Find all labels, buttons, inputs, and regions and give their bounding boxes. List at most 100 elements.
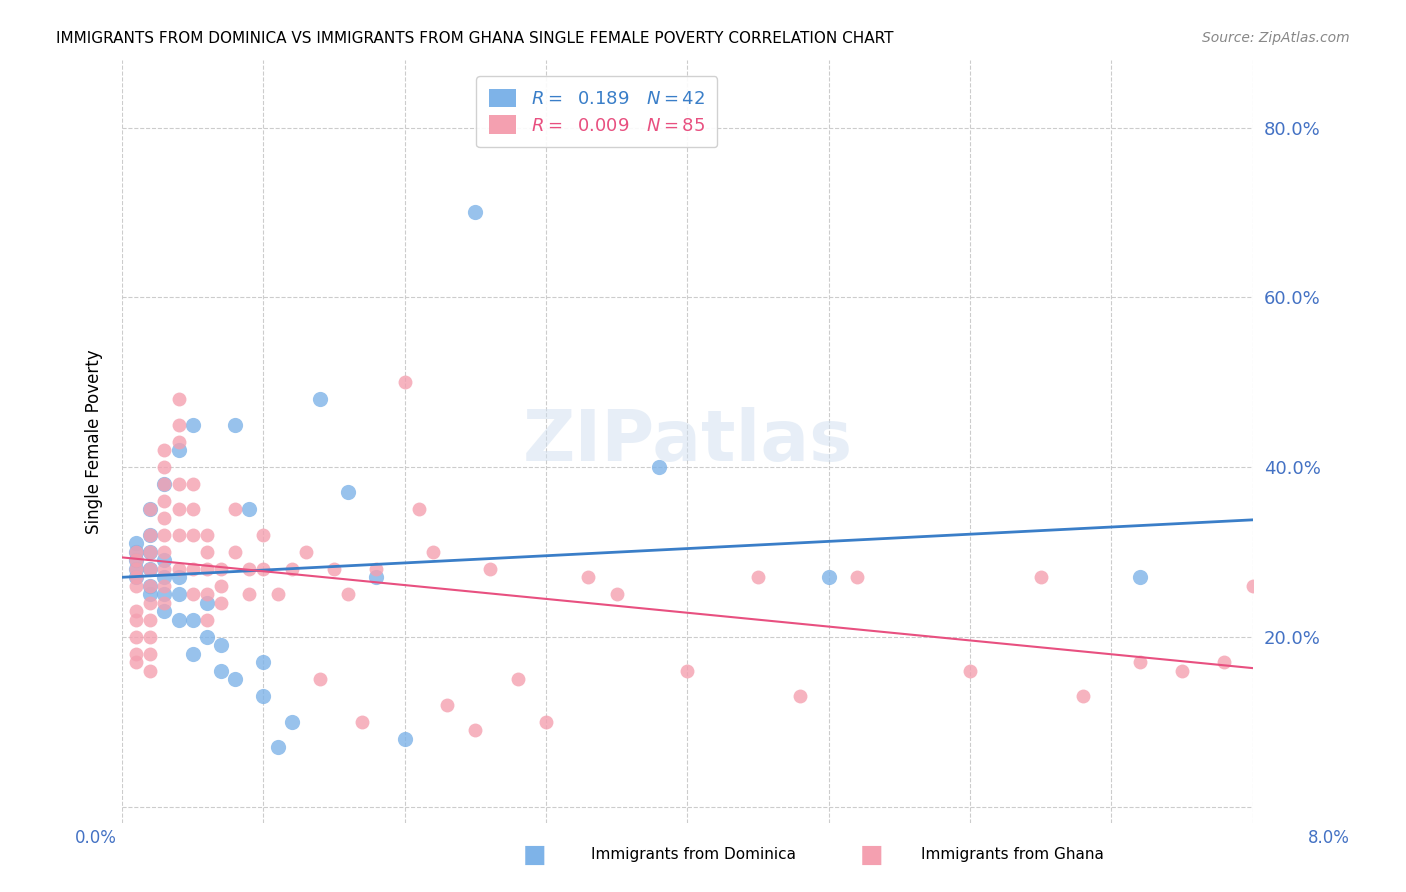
Point <box>266 587 288 601</box>
Point <box>153 570 176 584</box>
Point <box>195 630 218 644</box>
Point <box>238 587 260 601</box>
Point <box>266 740 288 755</box>
Point <box>1171 664 1194 678</box>
Point <box>167 392 190 406</box>
Point <box>224 417 246 432</box>
Point <box>153 604 176 618</box>
Point <box>167 570 190 584</box>
Point <box>153 579 176 593</box>
Point <box>408 502 430 516</box>
Point <box>153 596 176 610</box>
Point <box>1129 655 1152 669</box>
Point <box>125 553 148 567</box>
Point <box>252 689 274 703</box>
Point <box>153 477 176 491</box>
Point <box>139 562 162 576</box>
Point <box>181 613 204 627</box>
Point <box>139 502 162 516</box>
Point <box>153 562 176 576</box>
Point <box>181 417 204 432</box>
Point <box>464 205 486 219</box>
Point <box>139 596 162 610</box>
Point <box>167 477 190 491</box>
Point <box>125 545 148 559</box>
Point <box>478 562 501 576</box>
Text: IMMIGRANTS FROM DOMINICA VS IMMIGRANTS FROM GHANA SINGLE FEMALE POVERTY CORRELAT: IMMIGRANTS FROM DOMINICA VS IMMIGRANTS F… <box>56 31 894 46</box>
Point <box>153 443 176 458</box>
Point <box>125 630 148 644</box>
Point <box>747 570 769 584</box>
Point <box>181 477 204 491</box>
Point <box>1241 579 1264 593</box>
Point <box>153 587 176 601</box>
Point <box>578 570 600 584</box>
Point <box>139 528 162 542</box>
Point <box>294 545 316 559</box>
Point <box>464 723 486 738</box>
Point <box>1029 570 1052 584</box>
Point <box>125 562 148 576</box>
Point <box>224 502 246 516</box>
Point <box>309 672 332 686</box>
Point <box>139 528 162 542</box>
Point <box>125 570 148 584</box>
Point <box>153 545 176 559</box>
Point <box>195 562 218 576</box>
Point <box>139 647 162 661</box>
Point <box>195 545 218 559</box>
Text: Immigrants from Dominica: Immigrants from Dominica <box>591 847 796 862</box>
Point <box>534 714 557 729</box>
Point <box>125 536 148 550</box>
Point <box>224 545 246 559</box>
Point <box>125 553 148 567</box>
Point <box>1071 689 1094 703</box>
Point <box>209 638 232 652</box>
Point <box>337 587 360 601</box>
Point <box>309 392 332 406</box>
Y-axis label: Single Female Poverty: Single Female Poverty <box>86 350 103 533</box>
Point <box>606 587 628 601</box>
Point <box>959 664 981 678</box>
Point <box>139 579 162 593</box>
Point <box>139 502 162 516</box>
Point <box>125 562 148 576</box>
Point <box>280 562 302 576</box>
Point <box>506 672 529 686</box>
Point <box>789 689 811 703</box>
Point <box>209 664 232 678</box>
Point <box>1129 570 1152 584</box>
Point <box>195 528 218 542</box>
Point <box>195 587 218 601</box>
Point <box>209 562 232 576</box>
Point <box>224 672 246 686</box>
Point <box>139 562 162 576</box>
Point <box>181 587 204 601</box>
Point <box>125 613 148 627</box>
Point <box>153 460 176 475</box>
Point <box>125 545 148 559</box>
Point <box>195 596 218 610</box>
Point <box>422 545 444 559</box>
Point <box>153 477 176 491</box>
Point <box>394 375 416 389</box>
Point <box>167 528 190 542</box>
Point <box>181 647 204 661</box>
Point <box>209 579 232 593</box>
Point <box>238 502 260 516</box>
Point <box>139 545 162 559</box>
Point <box>167 562 190 576</box>
Text: 0.0%: 0.0% <box>75 829 117 847</box>
Point <box>648 460 671 475</box>
Point <box>280 714 302 729</box>
Point <box>167 417 190 432</box>
Text: Immigrants from Ghana: Immigrants from Ghana <box>921 847 1104 862</box>
Point <box>139 545 162 559</box>
Text: ■: ■ <box>860 843 883 866</box>
Point <box>125 579 148 593</box>
Legend: $R = \ \ 0.189 \quad N = 42$, $R = \ \ 0.009 \quad N = 85$: $R = \ \ 0.189 \quad N = 42$, $R = \ \ 0… <box>477 77 717 147</box>
Point <box>153 511 176 525</box>
Point <box>676 664 699 678</box>
Point <box>167 613 190 627</box>
Point <box>252 562 274 576</box>
